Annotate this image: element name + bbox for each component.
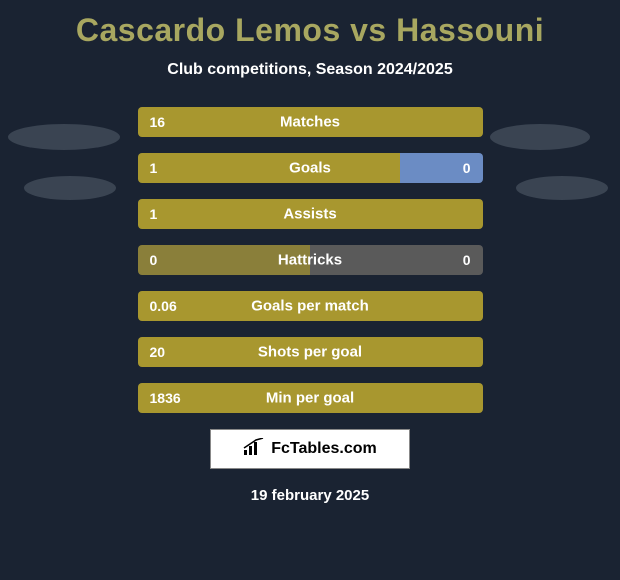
date-text: 19 february 2025 (0, 487, 620, 504)
chart-icon (243, 438, 265, 461)
stat-value-left: 0 (150, 252, 158, 268)
branding-box: FcTables.com (210, 429, 410, 469)
stat-label: Assists (283, 206, 336, 223)
stat-value-left: 16 (150, 114, 166, 130)
stat-value-left: 20 (150, 344, 166, 360)
stat-row: 20 Shots per goal (138, 337, 483, 367)
bar-left (138, 153, 400, 183)
placeholder-ellipse (8, 124, 120, 150)
stat-row: 0 Hattricks 0 (138, 245, 483, 275)
stat-label: Matches (280, 114, 340, 131)
placeholder-ellipse (516, 176, 608, 200)
stat-value-left: 1836 (150, 390, 181, 406)
stat-value-left: 0.06 (150, 298, 177, 314)
comparison-title: Cascardo Lemos vs Hassouni (0, 0, 620, 49)
stat-label: Hattricks (278, 252, 342, 269)
stat-value-left: 1 (150, 206, 158, 222)
stat-label: Goals per match (251, 298, 369, 315)
branding-text: FcTables.com (271, 440, 377, 458)
stat-label: Shots per goal (258, 344, 362, 361)
stat-row: 1 Goals 0 (138, 153, 483, 183)
stat-row: 0.06 Goals per match (138, 291, 483, 321)
stat-value-right: 0 (463, 252, 471, 268)
placeholder-ellipse (490, 124, 590, 150)
stat-value-right: 0 (463, 160, 471, 176)
stats-container: 16 Matches 1 Goals 0 1 Assists 0 Hattricks 0 0.06 G… (138, 107, 483, 413)
stat-label: Min per goal (266, 390, 354, 407)
stat-row: 1 Assists (138, 199, 483, 229)
comparison-subtitle: Club competitions, Season 2024/2025 (0, 61, 620, 79)
stat-value-left: 1 (150, 160, 158, 176)
placeholder-ellipse (24, 176, 116, 200)
stat-row: 1836 Min per goal (138, 383, 483, 413)
stat-label: Goals (289, 160, 331, 177)
stat-row: 16 Matches (138, 107, 483, 137)
